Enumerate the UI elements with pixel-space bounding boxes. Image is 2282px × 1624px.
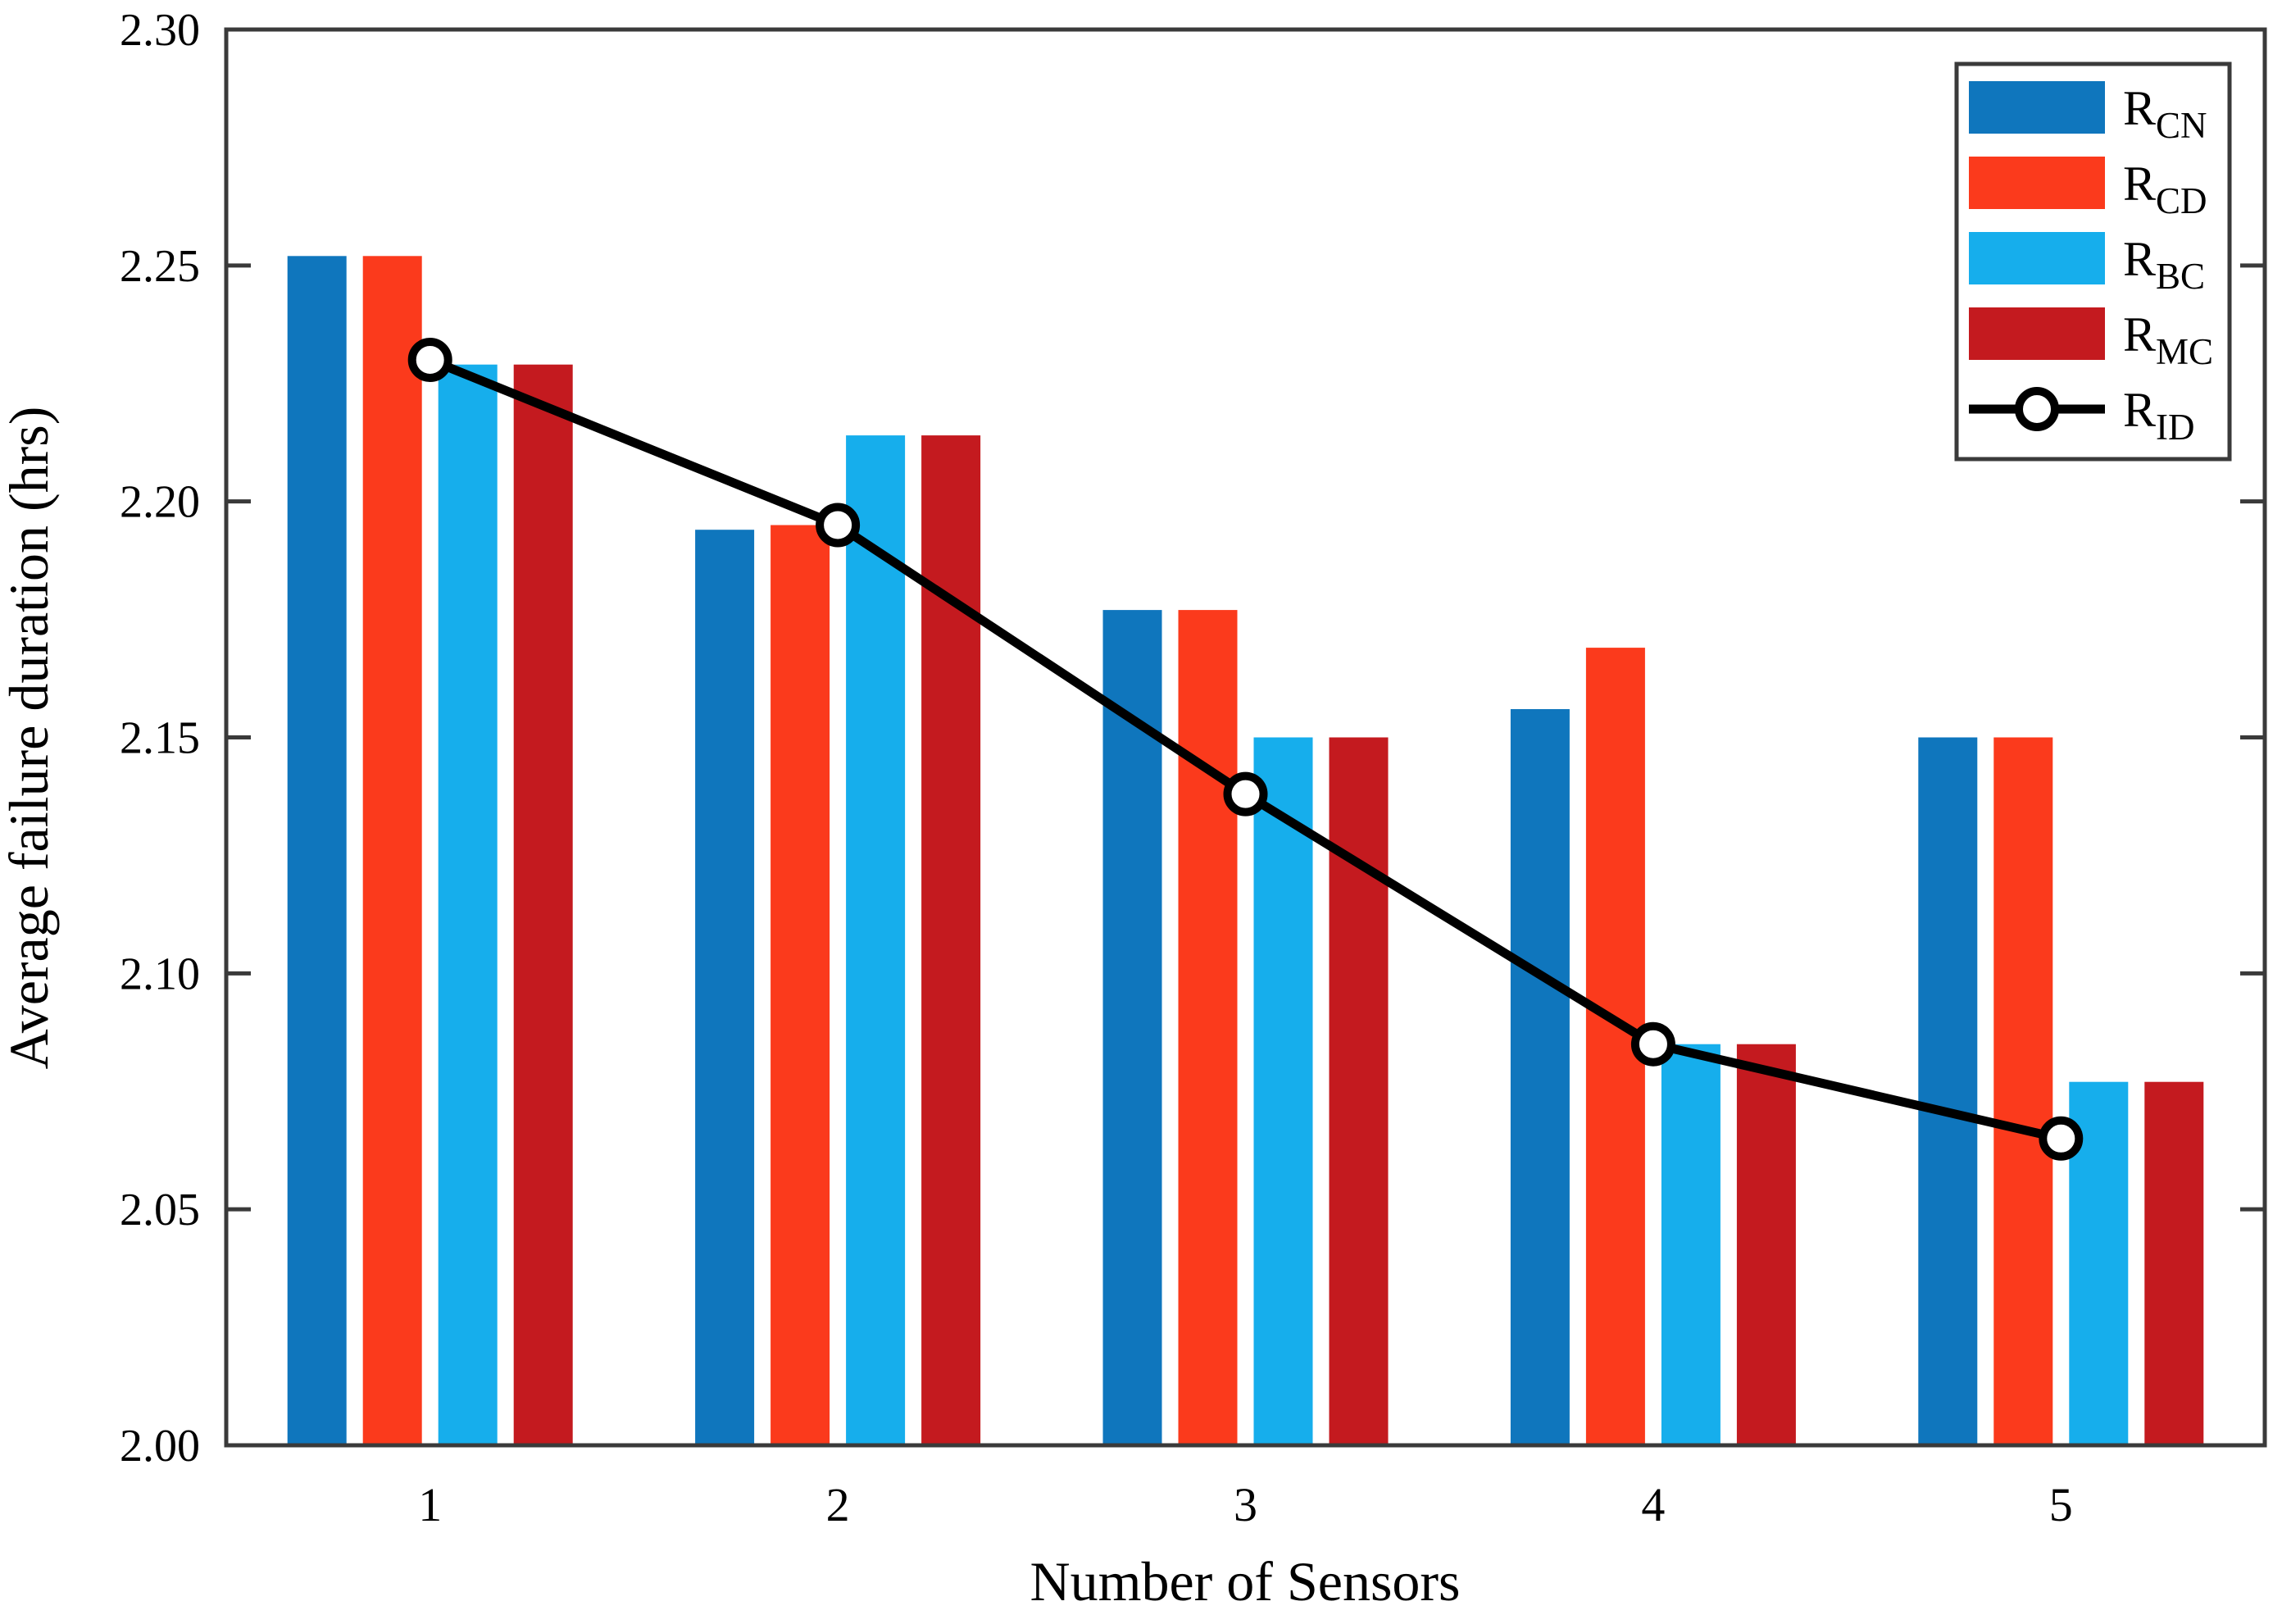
bar-R_CD-x3 — [1178, 610, 1238, 1445]
legend-label-sub-R_MC: MC — [2156, 331, 2213, 372]
line-R_ID — [425, 355, 2066, 1144]
bar-series-R_MC — [513, 364, 2204, 1446]
legend-marker-R_ID — [2015, 387, 2059, 431]
bar-R_CN-x4 — [1510, 709, 1570, 1445]
x-axis-label: Number of Sensors — [1030, 1550, 1460, 1613]
bar-R_MC-x4 — [1736, 1044, 1796, 1445]
bar-R_CD-x2 — [771, 525, 830, 1445]
marker-R_ID-x2 — [816, 503, 861, 548]
bar-R_CD-x1 — [362, 256, 422, 1445]
x-tick-label-3: 3 — [1234, 1478, 1257, 1531]
legend-label-sub-R_ID: ID — [2156, 407, 2194, 448]
legend-swatch-R_BC — [1969, 232, 2105, 284]
marker-R_ID-x4 — [1630, 1021, 1675, 1067]
y-tick-label-2.10: 2.10 — [120, 948, 200, 999]
legend-label-sub-R_CD: CD — [2156, 180, 2207, 221]
bar-R_CN-x3 — [1102, 610, 1162, 1445]
y-tick-label-2.05: 2.05 — [120, 1185, 200, 1235]
bars-layer — [287, 256, 2204, 1446]
bar-R_CN-x1 — [287, 256, 347, 1445]
x-tick-label-4: 4 — [1641, 1478, 1665, 1531]
x-tick-label-5: 5 — [2049, 1478, 2073, 1531]
bar-R_BC-x1 — [438, 364, 498, 1446]
marker-R_ID-x5 — [2039, 1116, 2084, 1161]
x-tick-label-1: 1 — [418, 1478, 442, 1531]
bar-series-R_CD — [362, 256, 2053, 1445]
y-tick-label-2.30: 2.30 — [120, 5, 200, 56]
legend-entry-R_BC: RBC — [1969, 232, 2205, 297]
bar-R_CN-x2 — [695, 530, 755, 1446]
y-tick-label-2.20: 2.20 — [120, 477, 200, 528]
legend-swatch-R_MC — [1969, 307, 2105, 360]
axis-ticks-layer: 2.00 2.05 2.10 2.15 2.20 2.25 2.30 1 2 3 4 5 — [120, 5, 2265, 1531]
legend-label-sub-R_CN: CN — [2156, 105, 2207, 146]
bar-R_BC-x3 — [1253, 737, 1313, 1445]
bar-R_BC-x2 — [846, 435, 906, 1445]
x-tick-label-2: 2 — [826, 1478, 850, 1531]
y-tick-label-2.15: 2.15 — [120, 713, 200, 764]
bar-R_MC-x5 — [2144, 1081, 2204, 1445]
legend-entry-R_CN: RCN — [1969, 81, 2207, 146]
bar-series-R_CN — [287, 256, 1978, 1446]
line-layer — [407, 338, 2084, 1161]
marker-R_ID-x1 — [407, 338, 452, 382]
bar-series-R_BC — [438, 364, 2129, 1446]
legend-swatch-R_CD — [1969, 157, 2105, 209]
y-axis-label: Average failure duration (hrs) — [0, 407, 60, 1070]
marker-R_ID-x3 — [1223, 771, 1268, 817]
y-tick-label-2.00: 2.00 — [120, 1421, 200, 1472]
bar-R_MC-x3 — [1329, 737, 1389, 1445]
bar-R_BC-x4 — [1661, 1044, 1721, 1445]
legend-label-sub-R_BC: BC — [2156, 256, 2205, 297]
y-tick-label-2.25: 2.25 — [120, 241, 200, 292]
legend-swatch-R_CN — [1969, 81, 2105, 134]
bar-R_CD-x5 — [1993, 737, 2053, 1445]
bar-R_MC-x1 — [513, 364, 573, 1446]
bar-R_CN-x5 — [1918, 737, 1978, 1445]
